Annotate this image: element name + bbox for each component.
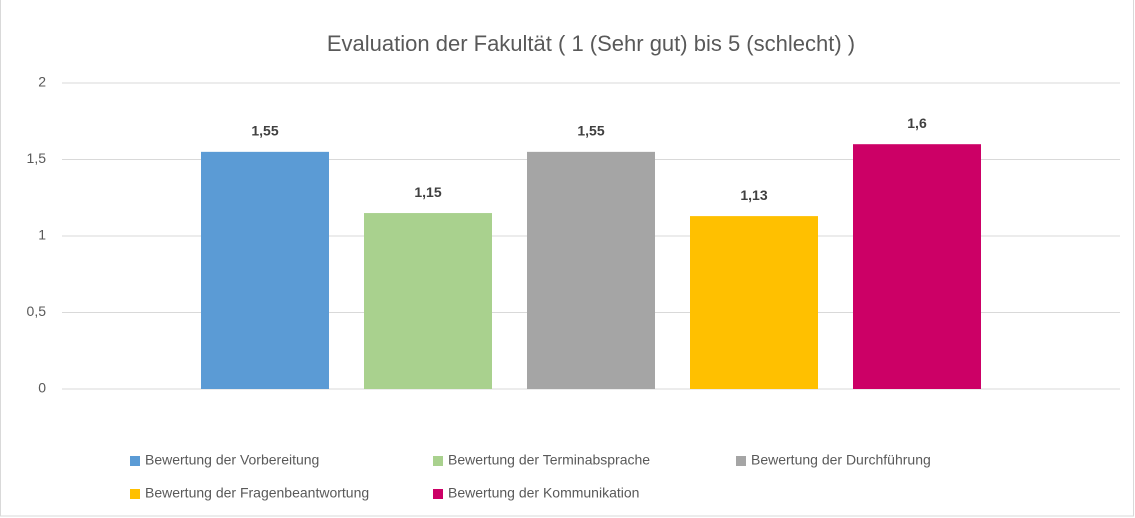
- bar: [527, 151, 655, 389]
- bar: [201, 151, 329, 389]
- value-label: 1,55: [251, 123, 278, 139]
- value-label: 1,55: [577, 123, 604, 139]
- y-tick-label: 1,5: [27, 150, 47, 166]
- chart-title: Evaluation der Fakultät ( 1 (Sehr gut) b…: [327, 31, 855, 56]
- y-tick-label: 2: [38, 74, 46, 90]
- bar: [690, 216, 818, 389]
- value-label: 1,15: [414, 184, 441, 200]
- legend-label: Bewertung der Durchführung: [751, 452, 931, 468]
- legend-label: Bewertung der Vorbereitung: [145, 452, 319, 468]
- legend-swatch: [130, 456, 140, 466]
- legend-label: Bewertung der Kommunikation: [448, 485, 639, 501]
- y-tick-label: 0,5: [27, 303, 47, 319]
- bar: [853, 144, 981, 389]
- y-tick-label: 1: [38, 227, 46, 243]
- legend-swatch: [433, 489, 443, 499]
- legend-swatch: [130, 489, 140, 499]
- legend-label: Bewertung der Fragenbeantwortung: [145, 485, 369, 501]
- legend-swatch: [433, 456, 443, 466]
- value-label: 1,6: [907, 115, 927, 131]
- value-label: 1,13: [740, 187, 767, 203]
- y-tick-label: 0: [38, 380, 46, 396]
- legend-swatch: [736, 456, 746, 466]
- legend-label: Bewertung der Terminabsprache: [448, 452, 650, 468]
- bar: [364, 213, 492, 389]
